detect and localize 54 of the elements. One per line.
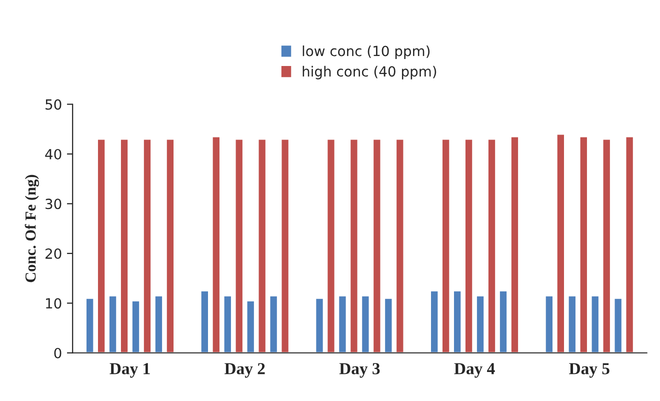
bar	[246, 300, 256, 353]
y-axis-title: Conc. Of Fe (ng)	[24, 174, 39, 282]
bar	[200, 290, 210, 353]
bar	[154, 295, 164, 353]
bar	[349, 138, 359, 353]
bar	[395, 138, 405, 353]
bar	[326, 138, 336, 353]
bar	[452, 290, 462, 353]
y-tick-label: 50	[46, 99, 62, 110]
bar	[510, 136, 520, 353]
bar	[613, 297, 623, 353]
x-tick-label: Day 5	[569, 363, 610, 378]
bar	[544, 295, 554, 353]
bar	[108, 295, 118, 353]
bar	[166, 138, 175, 353]
bar	[222, 295, 232, 353]
bar	[556, 133, 566, 353]
bar	[120, 138, 129, 353]
bar	[268, 295, 278, 353]
bar	[464, 138, 474, 353]
bar	[338, 295, 348, 353]
bar	[234, 138, 244, 353]
bar	[85, 297, 95, 353]
bar	[476, 295, 485, 353]
y-tick-label: 0	[54, 348, 62, 358]
bar	[567, 295, 577, 353]
y-tick-label: 20	[46, 248, 62, 259]
bar	[131, 300, 140, 353]
bar	[384, 297, 394, 353]
bar	[498, 290, 508, 353]
bar	[314, 297, 324, 353]
x-tick-label: Day 1	[110, 363, 150, 378]
bar	[257, 138, 267, 353]
bar	[372, 138, 382, 353]
x-tick-label: Day 2	[224, 363, 265, 378]
legend-label: low conc (10 ppm)	[302, 46, 430, 59]
y-tick-label: 40	[45, 148, 62, 160]
y-tick-label: 10	[46, 298, 62, 309]
bar	[487, 138, 496, 353]
y-tick-label: 30	[46, 198, 62, 210]
bar	[280, 138, 290, 353]
legend-label: high conc (40 ppm)	[302, 66, 436, 80]
bar	[430, 290, 440, 353]
bar	[590, 295, 600, 353]
bar	[578, 136, 588, 353]
bar	[211, 136, 221, 353]
bar	[96, 138, 106, 353]
bar	[441, 138, 451, 353]
bar	[142, 138, 152, 353]
x-tick-label: Day 3	[339, 363, 380, 378]
bar	[624, 136, 634, 353]
bar	[602, 138, 612, 353]
bar	[360, 295, 370, 353]
x-tick-label: Day 4	[454, 363, 495, 378]
